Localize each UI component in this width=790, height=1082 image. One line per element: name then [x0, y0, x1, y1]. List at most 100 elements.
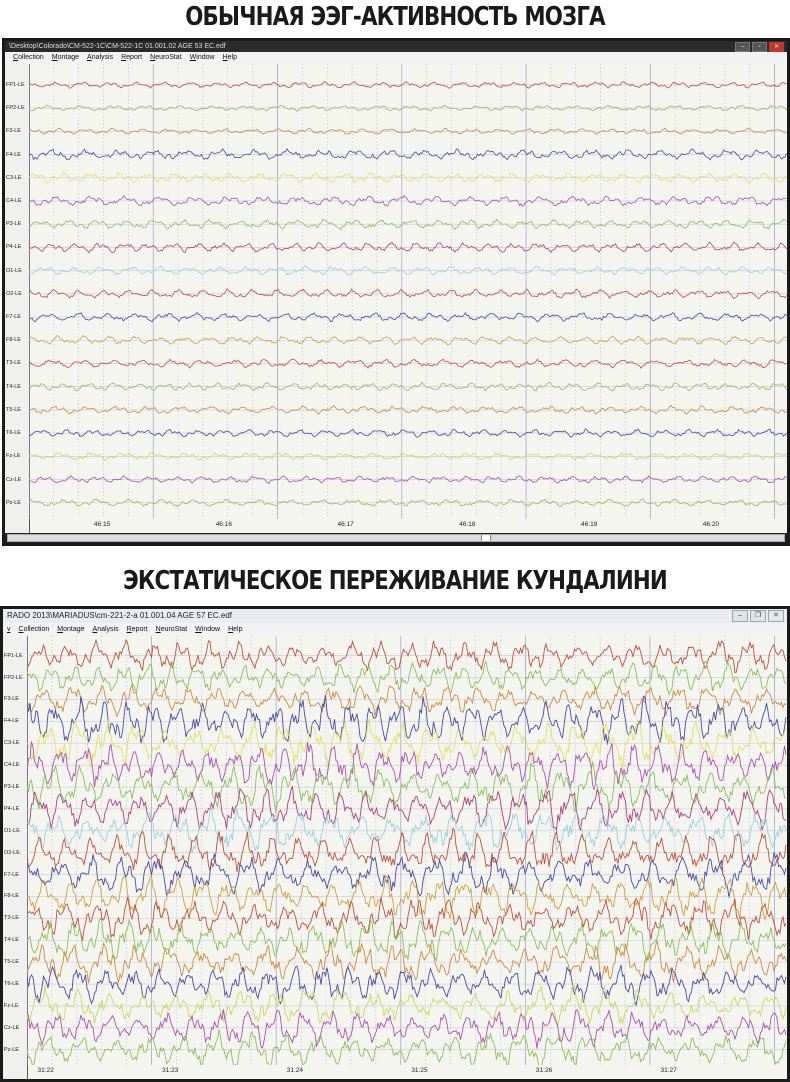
time-tick: 31:27	[660, 1067, 677, 1074]
channel-label: F8-LE	[4, 893, 19, 900]
time-tick: 31:23	[162, 1067, 179, 1074]
channel-label: F7-LE	[6, 314, 21, 321]
channel-label: O1-LE	[4, 827, 20, 834]
channel-label: F3-LE	[4, 696, 19, 703]
menu-window[interactable]: Window	[189, 54, 215, 61]
time-tick: 46:16	[215, 521, 232, 528]
eeg-trace-p3-le	[27, 761, 787, 813]
time-axis: 46:15 46:16 46:17 46:18 46:19 46:20	[5, 519, 787, 531]
menu-view-partial[interactable]: v	[7, 626, 11, 633]
close-button[interactable]: ✕	[768, 610, 784, 622]
time-tick: 31:25	[411, 1067, 428, 1074]
menu-collection[interactable]: Collection	[18, 626, 50, 633]
restore-button[interactable]: ❐	[750, 610, 766, 622]
time-tick: 46:15	[93, 521, 111, 528]
channel-label: T3-LE	[6, 360, 21, 367]
menu-bar: v Collection Montage Analysis Report Neu…	[3, 623, 787, 636]
eeg-trace-f8-le	[29, 334, 787, 346]
eeg-window-normal: \Desktop\Colorado\CM-522-1C\CM-522-1C 01…	[2, 38, 790, 546]
eeg-trace-area[interactable]: FP1-LE FP2-LE F3-LE F4-LE C3-LE C4-LE P3-LE P4-…	[3, 636, 787, 1079]
menu-neurostat[interactable]: NeuroStat	[155, 626, 188, 633]
menu-help[interactable]: Help	[228, 626, 243, 633]
caption-normal-eeg: ОБЫЧНАЯ ЭЭГ-АКТИВНОСТЬ МОЗГА	[185, 2, 605, 32]
channel-label: T5-LE	[6, 406, 21, 413]
time-tick: 31:22	[37, 1067, 54, 1074]
channel-label: Pz-LE	[4, 1046, 19, 1053]
eeg-trace-f7-le	[29, 311, 787, 323]
eeg-trace-c3-le	[27, 718, 787, 771]
menu-montage[interactable]: Montage	[51, 54, 80, 61]
close-button[interactable]: ✕	[769, 42, 784, 52]
caption-kundalini-eeg: ЭКСТАТИЧЕСКОЕ ПЕРЕЖИВАНИЕ КУНДАЛИНИ	[123, 566, 668, 596]
eeg-trace-fz-le	[27, 982, 787, 1027]
channel-label: O2-LE	[6, 290, 22, 297]
eeg-trace-fz-le	[29, 451, 787, 461]
eeg-trace-t3-le	[29, 358, 787, 369]
eeg-trace-c4-le	[29, 194, 787, 207]
time-tick: 31:26	[535, 1067, 553, 1074]
channel-label: C3-LE	[6, 174, 22, 181]
menu-help[interactable]: Help	[222, 54, 237, 61]
channel-label: F8-LE	[6, 337, 21, 344]
channel-label: P3-LE	[6, 221, 22, 228]
window-controls: – ❐ ✕	[732, 610, 784, 622]
channel-label: O2-LE	[4, 849, 20, 856]
eeg-trace-f3-le	[27, 683, 787, 718]
eeg-trace-t6-le	[29, 428, 787, 438]
eeg-trace-c4-le	[27, 741, 787, 790]
eeg-trace-f3-le	[29, 127, 787, 136]
menu-analysis[interactable]: Analysis	[92, 626, 119, 633]
time-tick: 46:20	[702, 521, 720, 528]
eeg-trace-f7-le	[27, 851, 787, 898]
eeg-trace-cz-le	[29, 475, 787, 485]
eeg-trace-t5-le	[29, 404, 787, 415]
channel-label: Cz-LE	[4, 1024, 20, 1031]
channel-label: FP1-LE	[6, 81, 25, 88]
menu-montage[interactable]: Montage	[57, 626, 85, 633]
horizontal-scrollbar[interactable]	[7, 534, 785, 542]
channel-label: T6-LE	[6, 430, 21, 437]
window-controls: – ▫ ✕	[735, 42, 784, 52]
time-tick: 46:19	[581, 521, 598, 528]
minimize-button[interactable]: –	[732, 610, 748, 622]
menu-collection[interactable]: Collection	[13, 54, 44, 61]
eeg-trace-t6-le	[27, 964, 787, 1007]
eeg-trace-f8-le	[27, 874, 787, 922]
minimize-button[interactable]: –	[735, 42, 750, 52]
channel-label: Fz-LE	[4, 1002, 19, 1009]
channel-label: C4-LE	[6, 197, 22, 204]
channel-label: F4-LE	[6, 151, 21, 158]
eeg-trace-area[interactable]: FP1-LE FP2-LE F3-LE F4-LE C3-LE C4-LE P3-LE P4-…	[5, 64, 787, 533]
eeg-trace-o1-le	[29, 264, 787, 276]
eeg-window-kundalini: RADO 2013\MARIADUS\cm-221-2-a 01.001.04 …	[0, 606, 790, 1082]
channel-labels: FP1-LE FP2-LE F3-LE F4-LE C3-LE C4-LE P3-LE P4-…	[5, 64, 30, 533]
menu-analysis[interactable]: Analysis	[87, 54, 114, 61]
menu-neurostat[interactable]: NeuroStat	[150, 54, 182, 61]
channel-label: F7-LE	[4, 871, 19, 878]
channel-label: P4-LE	[6, 244, 22, 251]
eeg-trace-fp1-le	[29, 81, 787, 89]
window-title: RADO 2013\MARIADUS\cm-221-2-a 01.001.04 …	[3, 609, 787, 623]
menu-window[interactable]: Window	[195, 626, 221, 633]
maximize-button[interactable]: ▫	[752, 42, 767, 52]
channel-label: Pz-LE	[6, 499, 21, 506]
scrollbar-thumb[interactable]	[481, 535, 492, 541]
eeg-trace-t3-le	[27, 897, 787, 942]
menu-bar: Collection Montage Analysis Report Neuro…	[5, 52, 787, 64]
eeg-waveforms	[29, 64, 787, 519]
eeg-waveforms	[27, 636, 787, 1065]
eeg-trace-fp2-le	[27, 659, 787, 696]
window-title: \Desktop\Colorado\CM-522-1C\CM-522-1C 01…	[5, 41, 787, 52]
eeg-trace-t5-le	[27, 940, 787, 984]
time-axis: 31:22 31:23 31:24 31:25 31:26 31:27	[3, 1065, 787, 1077]
menu-report[interactable]: Report	[121, 54, 143, 61]
channel-label: T6-LE	[4, 981, 19, 987]
time-tick: 46:17	[337, 521, 354, 528]
channel-label: F4-LE	[4, 718, 19, 725]
channel-label: FP2-LE	[4, 674, 23, 681]
menu-report[interactable]: Report	[126, 626, 148, 633]
channel-label: C4-LE	[4, 762, 20, 769]
eeg-trace-p3-le	[29, 218, 787, 231]
channel-label: F3-LE	[6, 128, 21, 135]
eeg-trace-t4-le	[29, 381, 787, 392]
